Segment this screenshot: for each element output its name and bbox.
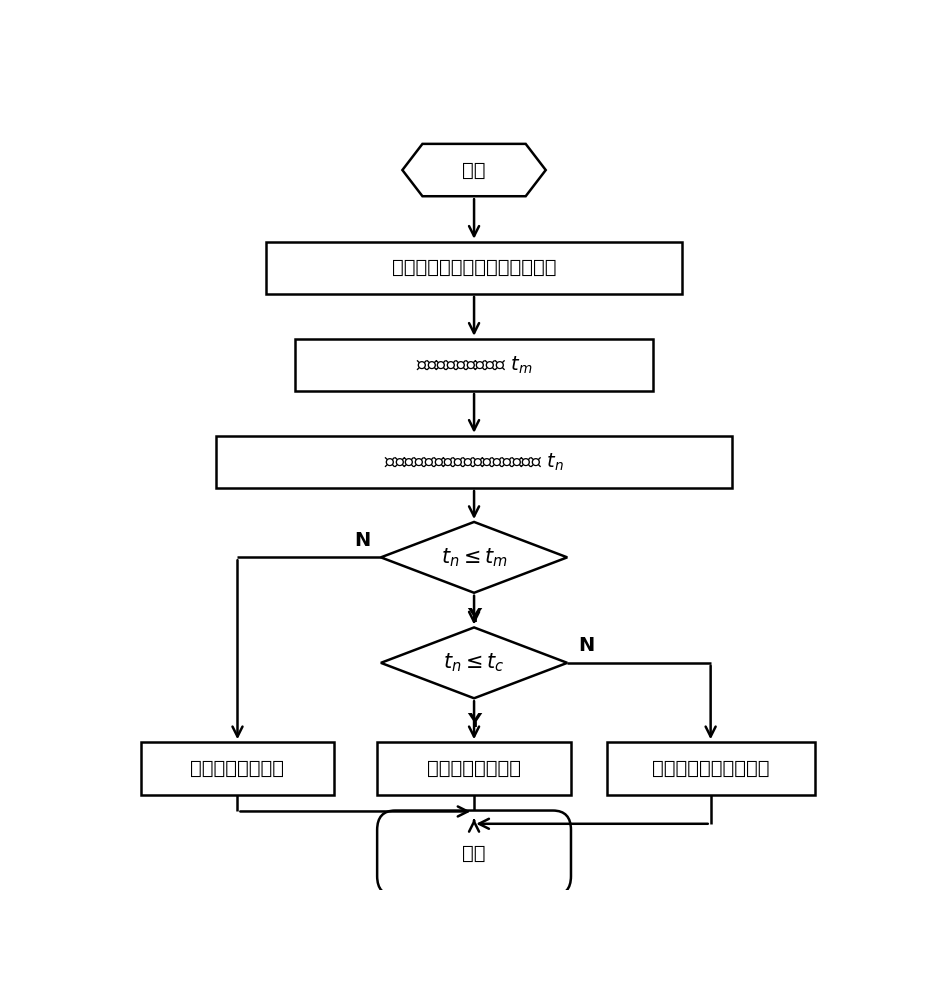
Text: N: N: [578, 636, 594, 655]
FancyBboxPatch shape: [266, 242, 682, 294]
Text: Y: Y: [467, 607, 481, 626]
Text: 不严格的多群失稳模式: 不严格的多群失稳模式: [652, 759, 770, 778]
FancyBboxPatch shape: [216, 436, 733, 488]
FancyBboxPatch shape: [377, 811, 571, 896]
FancyBboxPatch shape: [377, 742, 571, 795]
Text: $t_n \leq t_m$: $t_n \leq t_m$: [440, 546, 508, 569]
FancyBboxPatch shape: [141, 742, 334, 795]
Polygon shape: [381, 627, 567, 698]
Text: $t_n \leq t_c$: $t_n \leq t_c$: [443, 652, 505, 674]
Text: 计算原系统失稳时间 $t_m$: 计算原系统失稳时间 $t_m$: [416, 354, 532, 376]
FancyBboxPatch shape: [607, 742, 815, 795]
FancyBboxPatch shape: [295, 339, 653, 391]
Text: N: N: [354, 531, 370, 550]
Text: Y: Y: [467, 712, 481, 731]
Text: 相继两群失稳模式: 相继两群失稳模式: [191, 759, 285, 778]
Text: 结束: 结束: [462, 844, 486, 863]
Text: 严格多群失稳模式: 严格多群失稳模式: [427, 759, 521, 778]
Text: 采集发电机的转速、功角等信息: 采集发电机的转速、功角等信息: [392, 258, 556, 277]
Text: 开始: 开始: [462, 161, 486, 180]
Polygon shape: [402, 144, 546, 196]
Polygon shape: [381, 522, 567, 593]
Text: 计算同调性差子系统的临界解列时间 $t_n$: 计算同调性差子系统的临界解列时间 $t_n$: [384, 451, 564, 473]
